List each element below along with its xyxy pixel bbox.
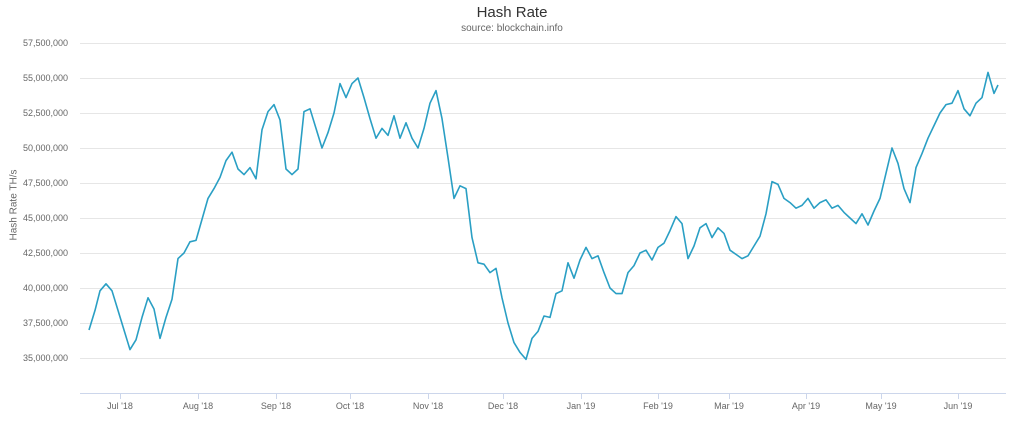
x-tick-label: Dec '18 bbox=[488, 401, 518, 411]
y-tick-label: 45,000,000 bbox=[23, 213, 68, 223]
x-tick-label: Jan '19 bbox=[567, 401, 596, 411]
y-tick-label: 35,000,000 bbox=[23, 353, 68, 363]
y-tick-label: 47,500,000 bbox=[23, 178, 68, 188]
x-tick-label: Jul '18 bbox=[107, 401, 133, 411]
y-tick-label: 57,500,000 bbox=[23, 38, 68, 48]
gridlines bbox=[80, 43, 1006, 394]
y-tick-label: 40,000,000 bbox=[23, 283, 68, 293]
y-tick-label: 50,000,000 bbox=[23, 143, 68, 153]
x-tick-label: Oct '18 bbox=[336, 401, 364, 411]
x-tick-label: Nov '18 bbox=[413, 401, 443, 411]
x-tick-label: Mar '19 bbox=[714, 401, 744, 411]
y-tick-label: 42,500,000 bbox=[23, 248, 68, 258]
x-tick-label: Sep '18 bbox=[261, 401, 291, 411]
y-tick-label: 55,000,000 bbox=[23, 73, 68, 83]
x-tick-label: May '19 bbox=[865, 401, 896, 411]
x-tick-label: Aug '18 bbox=[183, 401, 213, 411]
chart-title: Hash Rate bbox=[476, 4, 548, 21]
hash-rate-line bbox=[88, 71, 999, 361]
y-axis-tick-labels: 57,500,000 55,000,000 52,500,000 50,000,000… bbox=[23, 38, 68, 363]
chart-subtitle: source: blockchain.info bbox=[461, 23, 563, 34]
x-tick-label: Feb '19 bbox=[643, 401, 673, 411]
x-axis: Jul '18 Aug '18 Sep '18 Oct '18 Nov '18 Dec '… bbox=[107, 393, 972, 411]
x-tick-label: Apr '19 bbox=[792, 401, 820, 411]
y-tick-label: 52,500,000 bbox=[23, 108, 68, 118]
y-tick-label: 37,500,000 bbox=[23, 318, 68, 328]
x-tick-label: Jun '19 bbox=[944, 401, 973, 411]
